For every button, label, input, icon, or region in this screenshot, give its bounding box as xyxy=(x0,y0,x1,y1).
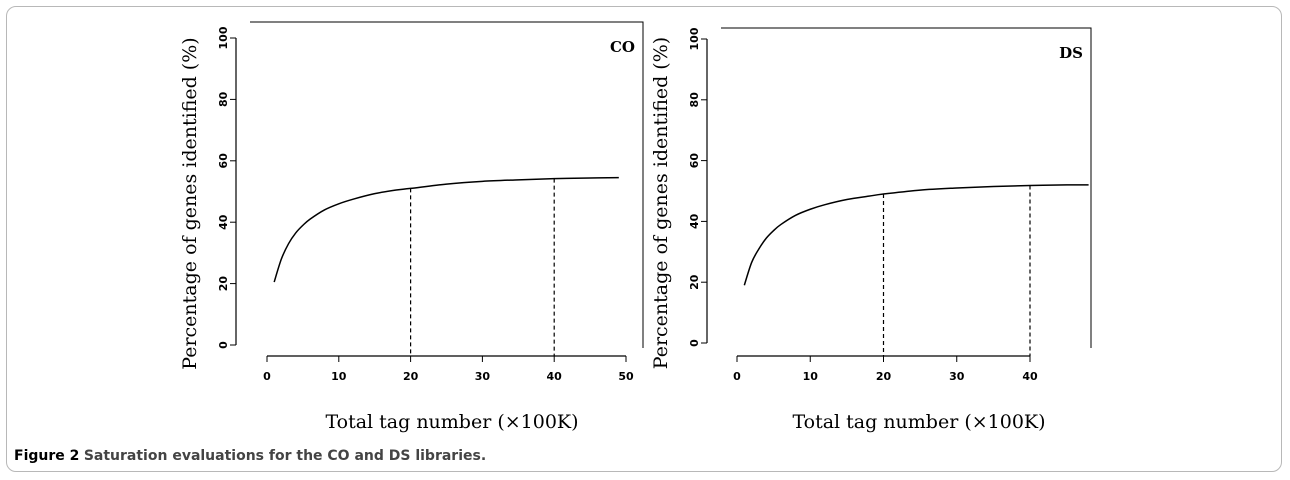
series-line xyxy=(273,176,619,283)
x-tick-label: 30 xyxy=(475,370,491,383)
y-tick-label: 0 xyxy=(217,341,230,349)
figure-label: Figure 2 xyxy=(14,448,80,464)
series-line xyxy=(743,184,1089,286)
y-axis-title: Percentage of genes identified (%) xyxy=(650,37,672,369)
x-tick-label: 20 xyxy=(403,370,419,383)
panel-label: CO xyxy=(610,38,635,56)
panel-co: 0 20 40 60 80 100 0 10 20 30 40 50 Total tag number … xyxy=(179,21,644,433)
y-tick-label: 20 xyxy=(688,274,701,290)
plot-box-edge xyxy=(721,27,1092,348)
y-axis-title: Percentage of genes identified (%) xyxy=(179,37,201,369)
x-tick-label: 40 xyxy=(1022,370,1038,383)
y-tick-label: 0 xyxy=(688,339,701,347)
x-tick-label: 50 xyxy=(618,370,634,383)
x-axis-title: Total tag number (×100K) xyxy=(792,411,1045,433)
x-tick-label: 0 xyxy=(263,370,271,383)
x-tick-label: 10 xyxy=(331,370,347,383)
x-tick-label: 40 xyxy=(547,370,563,383)
y-tick-label: 80 xyxy=(688,92,701,108)
plot-box-edge xyxy=(250,21,644,348)
x-axis-title: Total tag number (×100K) xyxy=(325,411,578,433)
x-tick-label: 0 xyxy=(733,370,741,383)
y-tick-label: 20 xyxy=(217,276,230,292)
y-tick-label: 60 xyxy=(688,153,701,169)
figure-frame xyxy=(6,6,1282,472)
x-tick-label: 20 xyxy=(876,370,892,383)
x-tick-label: 30 xyxy=(949,370,965,383)
panel-ds: 0 20 40 60 80 100 0 10 20 30 40 Total tag number (×… xyxy=(650,27,1092,433)
y-tick-label: 40 xyxy=(217,214,230,230)
y-tick-label: 60 xyxy=(217,153,230,169)
panel-label: DS xyxy=(1059,44,1083,62)
y-tick-label: 100 xyxy=(688,27,701,50)
figure-caption: Figure 2 Saturation evaluations for the … xyxy=(14,448,486,464)
y-tick-label: 40 xyxy=(688,213,701,229)
x-tick-label: 10 xyxy=(803,370,819,383)
y-tick-label: 100 xyxy=(217,26,230,49)
figure-caption-text: Saturation evaluations for the CO and DS… xyxy=(83,448,487,464)
y-tick-label: 80 xyxy=(217,91,230,107)
